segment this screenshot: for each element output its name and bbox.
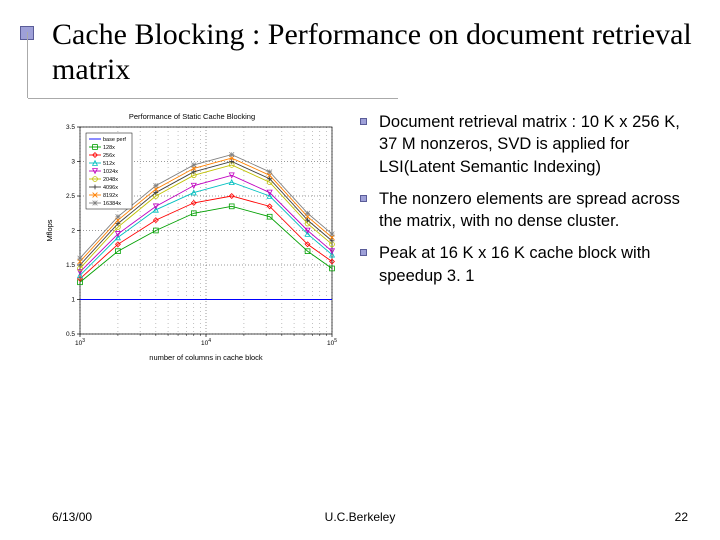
svg-text:512x: 512x — [103, 161, 115, 167]
bullet-list: Document retrieval matrix : 10 K x 256 K… — [360, 109, 692, 364]
title-block: Cache Blocking : Performance on document… — [52, 18, 692, 87]
svg-text:8192x: 8192x — [103, 193, 118, 199]
title-vline — [27, 32, 28, 98]
bullet-marker-icon — [360, 118, 367, 125]
content-row: Performance of Static Cache Blocking0.51… — [52, 109, 692, 364]
svg-text:1: 1 — [71, 297, 75, 304]
bullet-item: The nonzero elements are spread across t… — [360, 188, 692, 233]
chart-svg: Performance of Static Cache Blocking0.51… — [42, 109, 342, 364]
svg-text:0.5: 0.5 — [66, 331, 75, 338]
svg-text:104: 104 — [201, 338, 211, 347]
svg-text:1.5: 1.5 — [66, 262, 75, 269]
svg-text:105: 105 — [327, 338, 337, 347]
svg-text:1024x: 1024x — [103, 169, 118, 175]
footer-date: 6/13/00 — [52, 510, 92, 524]
svg-text:2.5: 2.5 — [66, 193, 75, 200]
slide: Cache Blocking : Performance on document… — [0, 0, 720, 540]
svg-text:Performance of Static Cache Bl: Performance of Static Cache Blocking — [129, 112, 255, 121]
svg-text:base perf: base perf — [103, 137, 126, 143]
footer-center: U.C.Berkeley — [325, 510, 396, 524]
svg-text:16384x: 16384x — [103, 201, 121, 207]
footer-page: 22 — [675, 510, 688, 524]
bullet-text: Peak at 16 K x 16 K cache block with spe… — [379, 242, 692, 287]
svg-text:4096x: 4096x — [103, 185, 118, 191]
svg-text:3.5: 3.5 — [66, 124, 75, 131]
svg-text:128x: 128x — [103, 145, 115, 151]
title-underline — [28, 98, 398, 99]
bullet-text: Document retrieval matrix : 10 K x 256 K… — [379, 111, 692, 178]
svg-text:2048x: 2048x — [103, 177, 118, 183]
svg-text:256x: 256x — [103, 153, 115, 159]
svg-text:2: 2 — [71, 228, 75, 235]
slide-title: Cache Blocking : Performance on document… — [52, 18, 692, 87]
bullet-item: Document retrieval matrix : 10 K x 256 K… — [360, 111, 692, 178]
bullet-marker-icon — [360, 249, 367, 256]
bullet-marker-icon — [360, 195, 367, 202]
svg-text:Mflops: Mflops — [45, 219, 54, 241]
bullet-item: Peak at 16 K x 16 K cache block with spe… — [360, 242, 692, 287]
svg-text:3: 3 — [71, 159, 75, 166]
chart-container: Performance of Static Cache Blocking0.51… — [42, 109, 342, 364]
svg-text:number of columns in cache blo: number of columns in cache block — [149, 353, 263, 362]
svg-text:103: 103 — [75, 338, 85, 347]
bullet-text: The nonzero elements are spread across t… — [379, 188, 692, 233]
footer: 6/13/00 U.C.Berkeley 22 — [0, 510, 720, 524]
